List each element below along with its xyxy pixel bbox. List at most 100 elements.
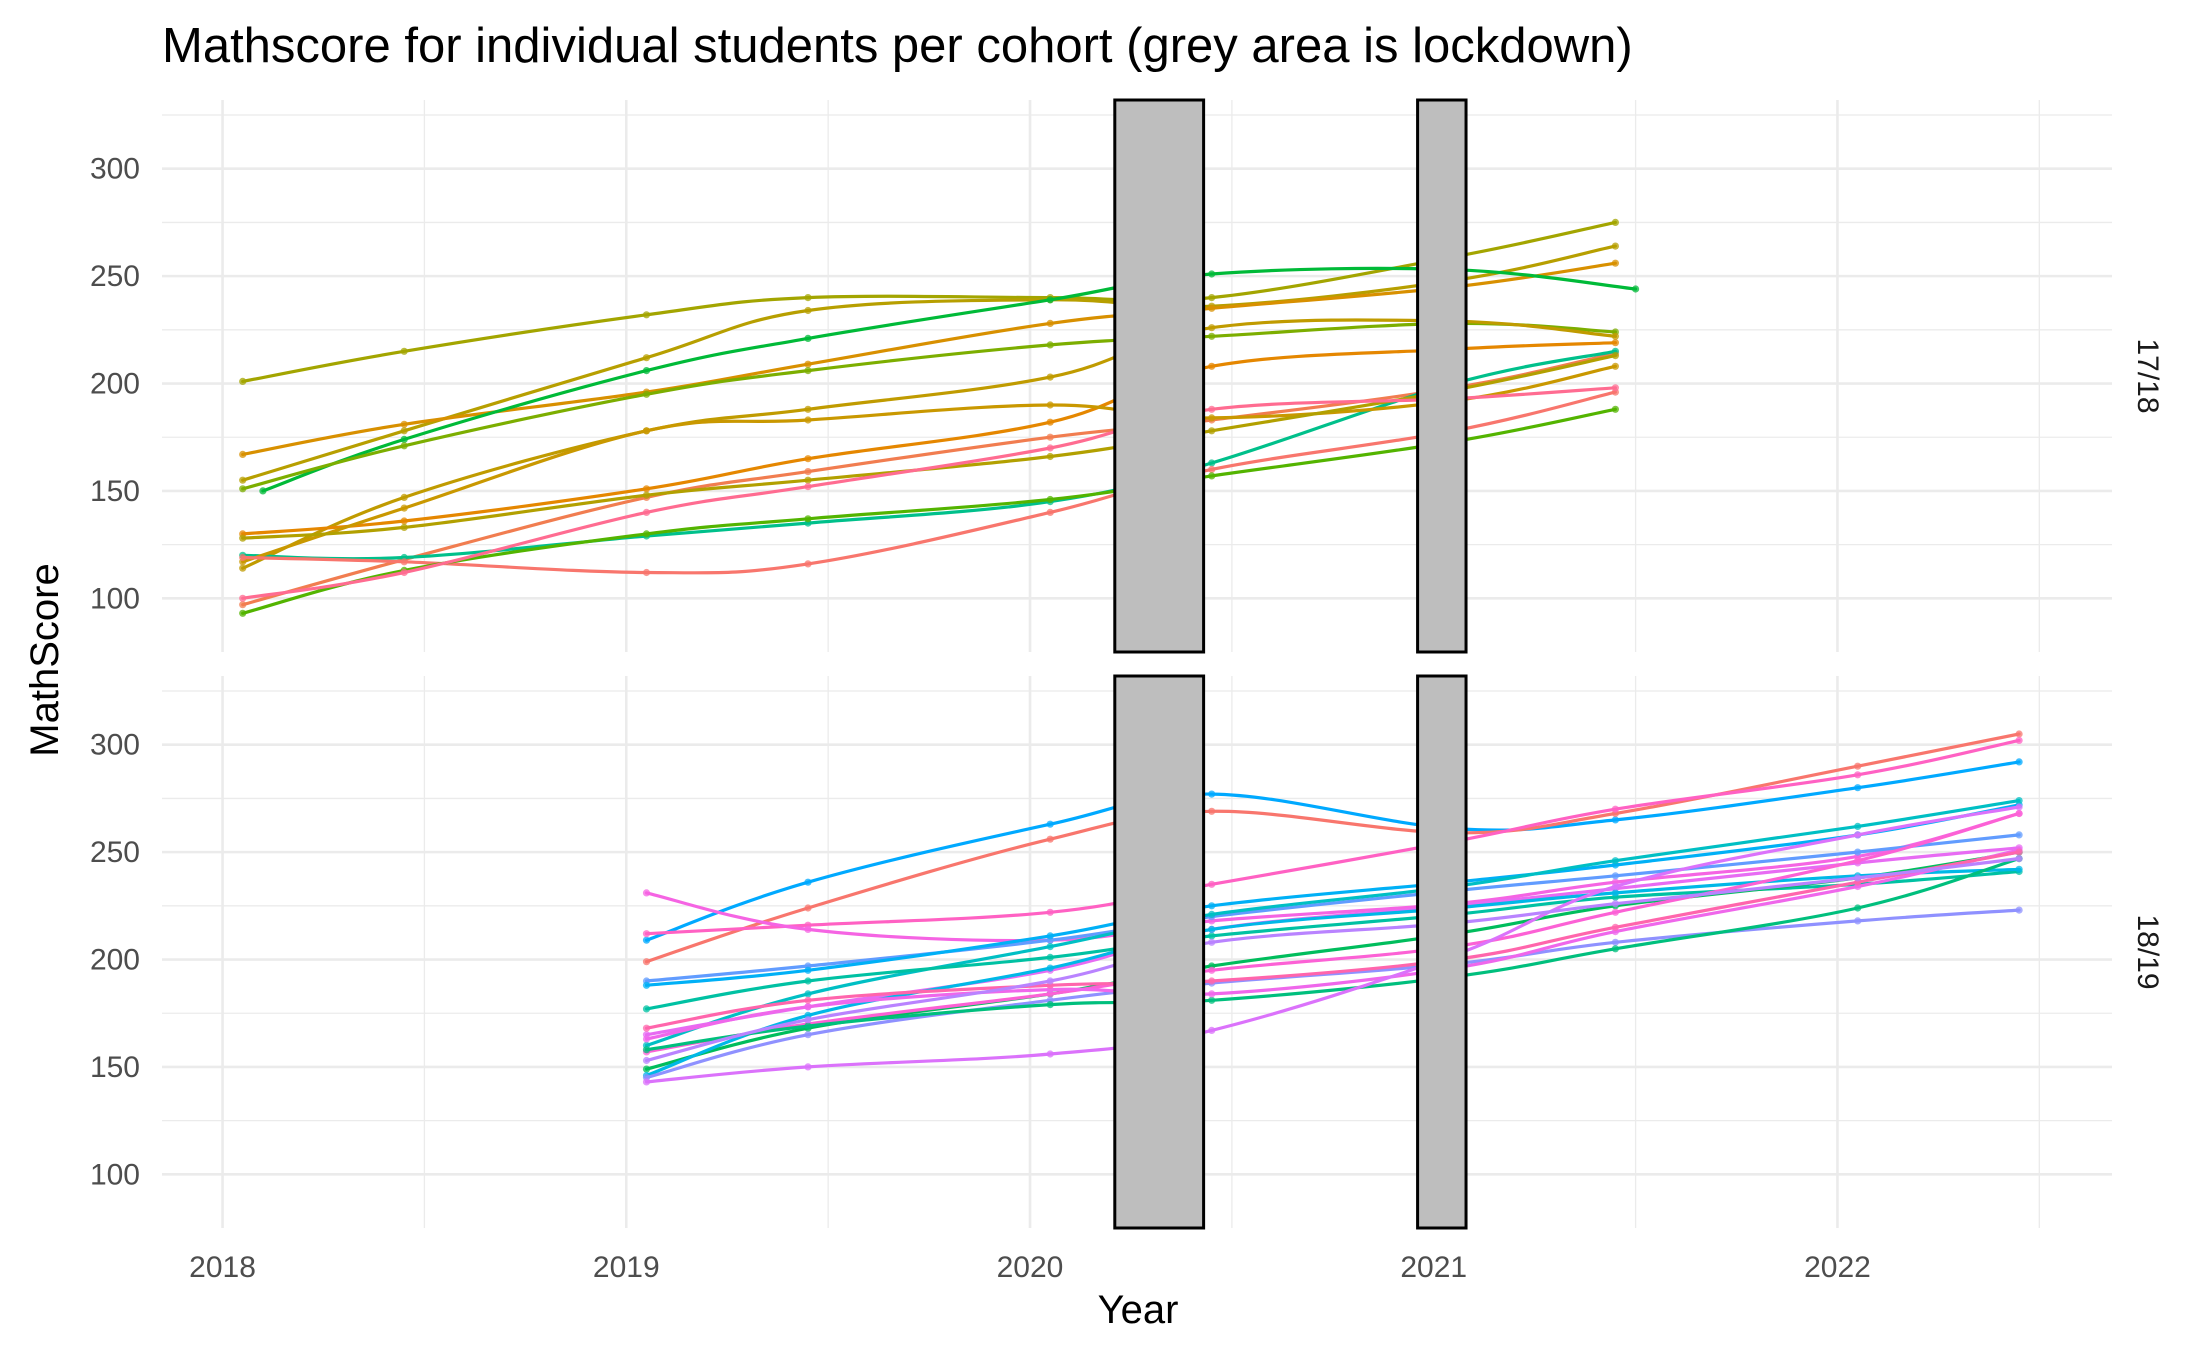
data-point (400, 517, 408, 525)
y-tick-label: 300 (90, 729, 140, 762)
lockdown-area (1113, 674, 1206, 1230)
series-line (644, 803, 2021, 987)
data-point (642, 530, 651, 538)
data-point (1208, 996, 1216, 1004)
data-point (1046, 1050, 1054, 1058)
data-point (1208, 304, 1216, 312)
data-point (1208, 910, 1216, 919)
data-point (1208, 459, 1216, 467)
x-tick-label: 2021 (1400, 1251, 1467, 1284)
data-point (1208, 294, 1216, 302)
data-point (1611, 242, 1619, 250)
data-point (400, 435, 408, 443)
data-point (1854, 822, 1862, 831)
series-line (241, 318, 1617, 570)
data-point (642, 491, 651, 499)
data-point (642, 889, 651, 897)
data-point (1611, 384, 1619, 392)
data-point (642, 390, 651, 398)
data-point (804, 966, 812, 974)
y-tick-label: 250 (90, 260, 140, 293)
data-point (239, 553, 247, 562)
data-point (804, 1031, 812, 1039)
data-point (1046, 433, 1054, 441)
data-point (1854, 857, 1862, 865)
data-point (1611, 259, 1619, 267)
data-point (1854, 831, 1862, 839)
data-point (804, 878, 812, 886)
data-point (1208, 902, 1216, 910)
data-point (239, 534, 247, 542)
data-point (804, 1016, 812, 1024)
data-point (804, 360, 812, 368)
data-point (2015, 865, 2023, 873)
data-point (804, 925, 812, 934)
data-point (1046, 508, 1054, 516)
data-point (1046, 296, 1054, 304)
data-point (1208, 465, 1216, 473)
series-line (644, 732, 2021, 964)
data-point (1611, 857, 1619, 865)
data-point (642, 1078, 651, 1086)
data-point (642, 1065, 651, 1073)
data-point (1632, 285, 1640, 293)
data-point (1208, 790, 1216, 798)
data-point (2015, 848, 2023, 856)
data-point (1046, 1001, 1054, 1009)
data-point (642, 981, 651, 989)
data-point (1611, 923, 1619, 931)
data-point (2015, 855, 2023, 863)
data-point (239, 377, 247, 385)
data-point (804, 367, 812, 375)
data-point (1611, 908, 1619, 916)
data-point (1208, 362, 1216, 370)
data-point (1611, 882, 1619, 891)
data-point (400, 558, 408, 566)
data-point (1046, 820, 1054, 828)
data-point (400, 504, 408, 512)
data-point (1611, 872, 1619, 880)
facet-strip-label: 17/18 (2131, 338, 2164, 413)
data-point (804, 483, 812, 491)
data-point (239, 476, 247, 484)
data-point (642, 311, 651, 319)
data-point (259, 487, 267, 495)
data-point (1208, 405, 1216, 413)
data-point (1611, 339, 1619, 347)
data-point (642, 958, 651, 966)
data-point (642, 1035, 651, 1043)
data-point (1208, 990, 1216, 998)
series-line (241, 341, 1617, 536)
data-point (642, 367, 651, 375)
data-point (1046, 835, 1054, 843)
y-tick-label: 200 (90, 944, 140, 977)
data-point (1854, 784, 1862, 792)
series-line (644, 738, 2021, 936)
data-point (1208, 977, 1216, 985)
x-tick-label: 2019 (593, 1251, 660, 1284)
series-line (644, 867, 2021, 1078)
data-point (642, 354, 651, 362)
data-point (2015, 831, 2023, 839)
lockdown-area (1416, 674, 1468, 1230)
data-point (1046, 319, 1054, 327)
y-axis-title: MathScore (23, 563, 67, 756)
lockdown-area (1113, 98, 1206, 654)
data-point (642, 1046, 651, 1054)
plot-panels: 100 150 200 250 300 17/18 100 150 200 250 300 18/19… (90, 98, 2164, 1284)
series-line (644, 833, 2021, 983)
data-point (400, 420, 408, 428)
data-point (804, 476, 812, 484)
data-point (804, 306, 812, 315)
data-point (1611, 945, 1619, 953)
data-point (239, 601, 247, 609)
data-point (804, 996, 812, 1004)
data-point (1046, 373, 1054, 381)
data-point (2015, 736, 2023, 745)
data-point (1208, 270, 1216, 278)
data-point (1854, 917, 1862, 925)
y-tick-label: 150 (90, 475, 140, 508)
y-tick-label: 100 (90, 1158, 140, 1191)
series-line (644, 799, 2021, 1047)
data-point (804, 334, 812, 342)
